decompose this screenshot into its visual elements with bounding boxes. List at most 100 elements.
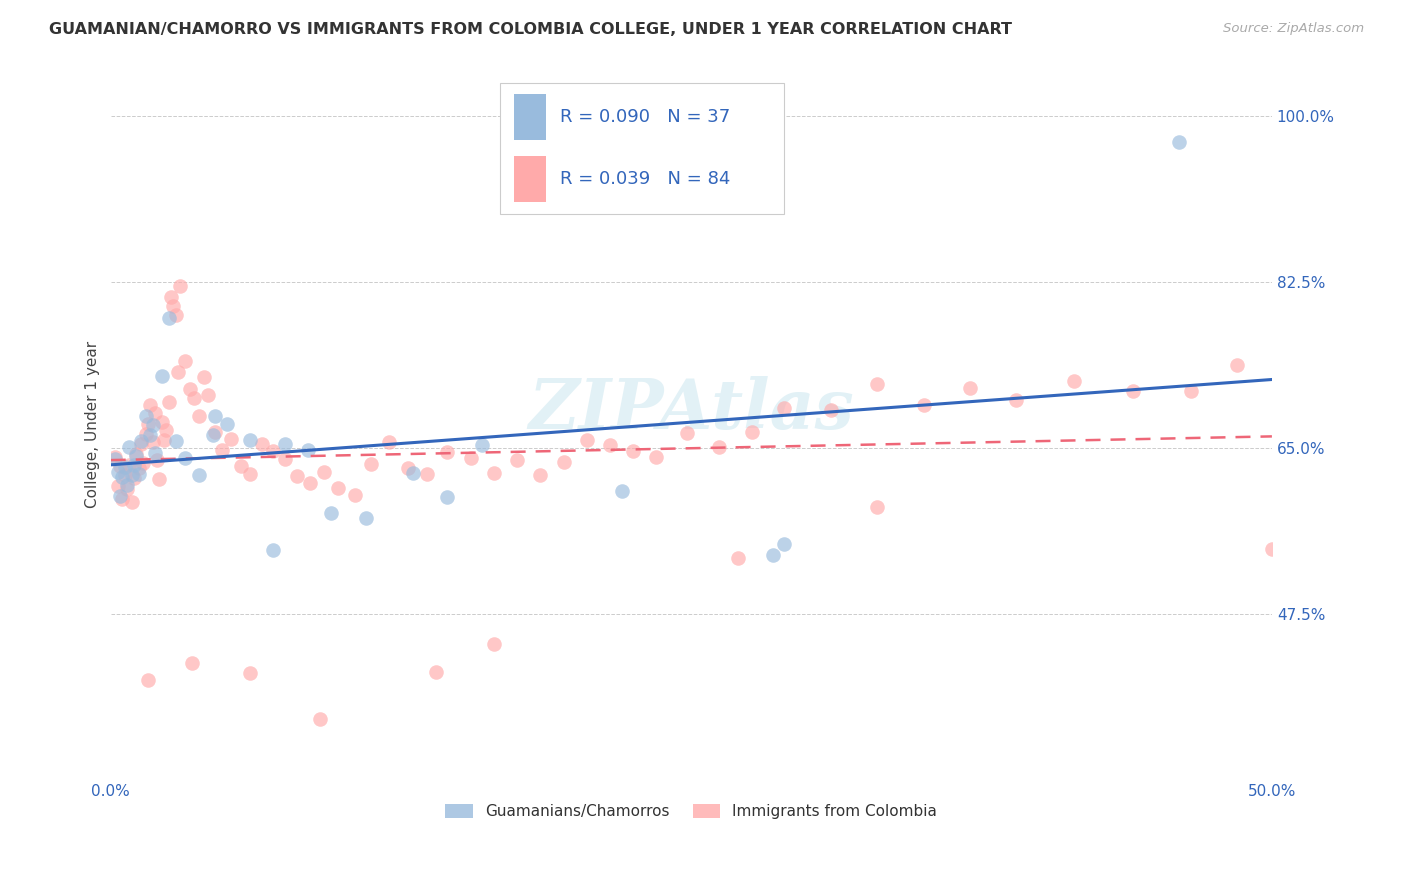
Point <box>354 511 377 525</box>
Point <box>167 365 190 379</box>
Point <box>129 437 152 451</box>
Point <box>529 468 551 483</box>
Point <box>139 427 162 442</box>
Point <box>599 438 621 452</box>
Point <box>285 469 308 483</box>
Point <box>912 398 935 412</box>
Point <box>211 442 233 457</box>
Point <box>621 444 644 458</box>
Bar <box>513 94 546 140</box>
Point <box>188 468 211 483</box>
Point <box>239 433 262 447</box>
Point <box>201 428 224 442</box>
Point <box>1005 392 1028 407</box>
Point <box>297 443 319 458</box>
Point <box>741 425 763 440</box>
Point <box>141 417 163 432</box>
Point <box>197 388 219 402</box>
Point <box>1226 358 1249 372</box>
Point <box>204 409 226 423</box>
Point <box>1122 384 1144 398</box>
Point <box>343 488 366 502</box>
Point <box>104 451 127 466</box>
Point <box>425 665 447 679</box>
Point <box>727 550 749 565</box>
Point <box>118 458 141 472</box>
Point <box>610 484 633 499</box>
Point <box>143 406 166 420</box>
Point <box>866 500 889 515</box>
Point <box>157 311 180 326</box>
Point <box>460 450 482 465</box>
Legend: Guamanians/Chamorros, Immigrants from Colombia: Guamanians/Chamorros, Immigrants from Co… <box>439 798 943 825</box>
Point <box>179 382 201 396</box>
Point <box>482 637 505 651</box>
Point <box>114 459 136 474</box>
Point <box>160 290 183 304</box>
Point <box>146 453 169 467</box>
Point <box>262 444 284 458</box>
Point <box>262 543 284 558</box>
Point <box>136 417 159 431</box>
Point <box>135 409 157 424</box>
Point <box>415 467 437 482</box>
Y-axis label: College, Under 1 year: College, Under 1 year <box>86 341 100 508</box>
Point <box>141 435 163 450</box>
Point <box>229 458 252 473</box>
Point <box>959 381 981 395</box>
Point <box>645 450 668 464</box>
Point <box>299 476 322 491</box>
Point <box>128 467 150 482</box>
Point <box>321 507 343 521</box>
Point <box>193 370 215 384</box>
Point <box>129 434 152 448</box>
Point <box>1168 136 1191 150</box>
Point <box>378 435 401 450</box>
Point <box>108 489 131 503</box>
Point <box>866 376 889 391</box>
Point <box>1063 374 1085 388</box>
Point <box>107 478 129 492</box>
Point <box>773 401 796 416</box>
Point <box>162 299 184 313</box>
Bar <box>499 83 785 214</box>
Point <box>436 490 458 504</box>
Point <box>114 467 136 482</box>
Point <box>132 456 155 470</box>
Point <box>143 446 166 460</box>
Point <box>118 440 141 454</box>
Text: ZIPAtlas: ZIPAtlas <box>529 376 855 443</box>
Point <box>183 391 205 405</box>
Point <box>221 432 243 446</box>
Point <box>471 437 494 451</box>
Point <box>135 426 157 441</box>
Point <box>155 423 177 437</box>
Point <box>436 445 458 459</box>
Point <box>107 466 129 480</box>
Point <box>401 467 423 481</box>
Point <box>215 417 238 431</box>
Point <box>165 434 187 448</box>
Point <box>396 461 419 475</box>
Point <box>111 491 134 506</box>
Point <box>157 394 180 409</box>
Point <box>122 471 145 485</box>
Point <box>169 279 191 293</box>
Point <box>553 455 575 469</box>
Point <box>204 425 226 439</box>
Point <box>328 482 350 496</box>
Point <box>274 437 297 451</box>
Point <box>314 465 336 479</box>
Point <box>104 450 127 465</box>
Point <box>136 673 159 687</box>
Text: GUAMANIAN/CHAMORRO VS IMMIGRANTS FROM COLOMBIA COLLEGE, UNDER 1 YEAR CORRELATION: GUAMANIAN/CHAMORRO VS IMMIGRANTS FROM CO… <box>49 22 1012 37</box>
Text: R = 0.090   N = 37: R = 0.090 N = 37 <box>560 108 730 126</box>
Point <box>111 469 134 483</box>
Point <box>174 354 197 368</box>
Point <box>181 657 204 671</box>
Point <box>239 666 262 681</box>
Point <box>150 369 173 384</box>
Point <box>188 409 211 423</box>
Point <box>115 482 138 496</box>
Text: Source: ZipAtlas.com: Source: ZipAtlas.com <box>1223 22 1364 36</box>
